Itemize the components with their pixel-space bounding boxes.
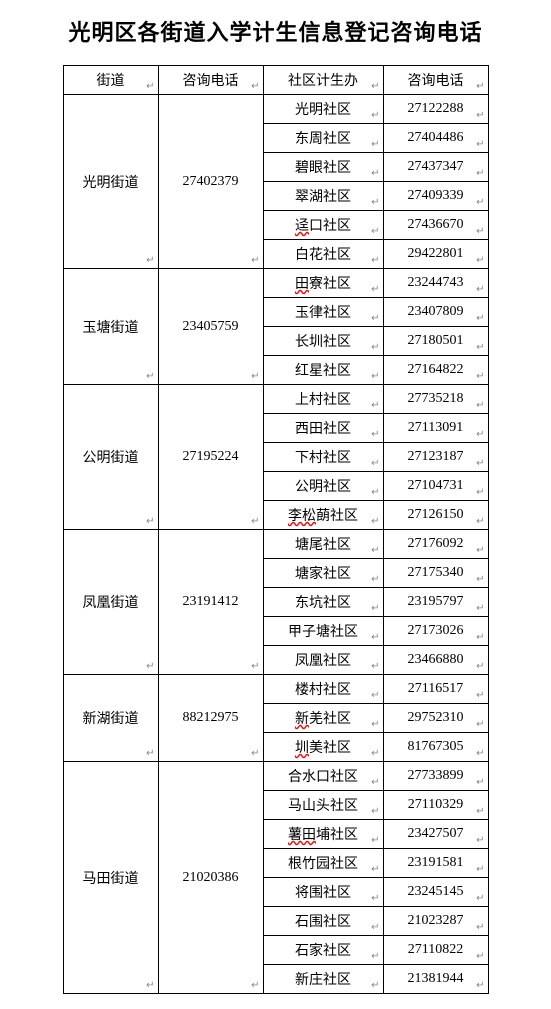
street-phone-cell: 27402379↵ [158,95,263,269]
community-phone-cell: 23245145↵ [383,878,488,907]
community-phone-cell: 27123187↵ [383,443,488,472]
community-phone-cell: 23191581↵ [383,849,488,878]
community-cell: 石围社区↵ [263,907,383,936]
community-cell: 塘家社区↵ [263,559,383,588]
community-cell: 楼村社区↵ [263,675,383,704]
table-row: 新湖街道↵88212975↵楼村社区↵27116517↵ [63,675,488,704]
community-cell: 合水口社区↵ [263,762,383,791]
community-cell: 下村社区↵ [263,443,383,472]
community-cell: 石家社区↵ [263,936,383,965]
community-cell: 田寮社区↵ [263,269,383,298]
community-phone-cell: 27176092↵ [383,530,488,559]
page-title: 光明区各街道入学计生信息登记咨询电话 [20,15,531,47]
community-phone-cell: 27113091↵ [383,414,488,443]
community-cell: 李松蓢社区↵ [263,501,383,530]
header-street: 街道↵ [63,66,158,95]
community-phone-cell: 27437347↵ [383,153,488,182]
table-row: 马田街道↵21020386↵合水口社区↵27733899↵ [63,762,488,791]
community-cell: 凤凰社区↵ [263,646,383,675]
table-row: 玉塘街道↵23405759↵田寮社区↵23244743↵ [63,269,488,298]
street-phone-cell: 88212975↵ [158,675,263,762]
table-row: 凤凰街道↵23191412↵塘尾社区↵27176092↵ [63,530,488,559]
street-cell: 公明街道↵ [63,385,158,530]
street-cell: 凤凰街道↵ [63,530,158,675]
community-phone-cell: 21381944↵ [383,965,488,994]
community-phone-cell: 23244743↵ [383,269,488,298]
street-cell: 马田街道↵ [63,762,158,994]
community-cell: 塘尾社区↵ [263,530,383,559]
community-phone-cell: 21023287↵ [383,907,488,936]
street-cell: 玉塘街道↵ [63,269,158,385]
community-phone-cell: 27104731↵ [383,472,488,501]
header-community: 社区计生办↵ [263,66,383,95]
contact-table: 街道↵ 咨询电话↵ 社区计生办↵ 咨询电话↵ 光明街道↵27402379↵光明社… [63,65,489,994]
table-header-row: 街道↵ 咨询电话↵ 社区计生办↵ 咨询电话↵ [63,66,488,95]
street-phone-cell: 23191412↵ [158,530,263,675]
community-phone-cell: 23407809↵ [383,298,488,327]
community-phone-cell: 27733899↵ [383,762,488,791]
community-cell: 东周社区↵ [263,124,383,153]
header-phone2: 咨询电话↵ [383,66,488,95]
community-phone-cell: 27735218↵ [383,385,488,414]
community-phone-cell: 27126150↵ [383,501,488,530]
community-phone-cell: 27110329↵ [383,791,488,820]
community-phone-cell: 23195797↵ [383,588,488,617]
community-phone-cell: 27110822↵ [383,936,488,965]
community-phone-cell: 27180501↵ [383,327,488,356]
community-cell: 将围社区↵ [263,878,383,907]
street-cell: 新湖街道↵ [63,675,158,762]
community-phone-cell: 27436670↵ [383,211,488,240]
community-phone-cell: 27404486↵ [383,124,488,153]
community-cell: 翠湖社区↵ [263,182,383,211]
community-phone-cell: 27122288↵ [383,95,488,124]
community-phone-cell: 27116517↵ [383,675,488,704]
community-phone-cell: 29752310↵ [383,704,488,733]
community-cell: 根竹园社区↵ [263,849,383,878]
community-phone-cell: 27175340↵ [383,559,488,588]
community-cell: 圳美社区↵ [263,733,383,762]
community-cell: 薯田埔社区↵ [263,820,383,849]
community-cell: 甲子塘社区↵ [263,617,383,646]
street-phone-cell: 23405759↵ [158,269,263,385]
community-cell: 马山头社区↵ [263,791,383,820]
street-cell: 光明街道↵ [63,95,158,269]
street-phone-cell: 21020386↵ [158,762,263,994]
header-phone1: 咨询电话↵ [158,66,263,95]
community-cell: 新羌社区↵ [263,704,383,733]
community-cell: 玉律社区↵ [263,298,383,327]
community-phone-cell: 23466880↵ [383,646,488,675]
community-cell: 上村社区↵ [263,385,383,414]
community-cell: 光明社区↵ [263,95,383,124]
community-cell: 白花社区↵ [263,240,383,269]
community-cell: 迳口社区↵ [263,211,383,240]
table-row: 公明街道↵27195224↵上村社区↵27735218↵ [63,385,488,414]
community-phone-cell: 23427507↵ [383,820,488,849]
community-cell: 红星社区↵ [263,356,383,385]
street-phone-cell: 27195224↵ [158,385,263,530]
community-cell: 东坑社区↵ [263,588,383,617]
table-row: 光明街道↵27402379↵光明社区↵27122288↵ [63,95,488,124]
table-body: 光明街道↵27402379↵光明社区↵27122288↵东周社区↵2740448… [63,95,488,994]
community-phone-cell: 81767305↵ [383,733,488,762]
community-cell: 西田社区↵ [263,414,383,443]
community-cell: 长圳社区↵ [263,327,383,356]
community-cell: 碧眼社区↵ [263,153,383,182]
community-phone-cell: 27173026↵ [383,617,488,646]
community-phone-cell: 29422801↵ [383,240,488,269]
community-phone-cell: 27409339↵ [383,182,488,211]
community-phone-cell: 27164822↵ [383,356,488,385]
community-cell: 新庄社区↵ [263,965,383,994]
community-cell: 公明社区↵ [263,472,383,501]
